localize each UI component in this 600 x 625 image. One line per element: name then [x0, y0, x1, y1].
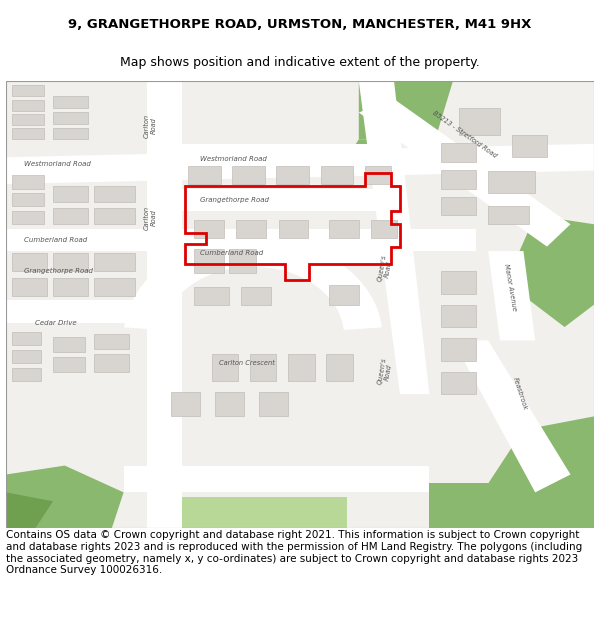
Bar — [232, 166, 265, 184]
Text: Cedar Drive: Cedar Drive — [35, 319, 77, 326]
Text: Carlton
Road: Carlton Road — [143, 206, 157, 229]
Bar — [12, 253, 47, 271]
Text: Westmorland Road: Westmorland Road — [23, 161, 91, 167]
Bar — [259, 392, 288, 416]
Bar — [53, 253, 88, 271]
Bar — [488, 171, 535, 193]
Polygon shape — [488, 416, 594, 484]
Bar — [212, 354, 238, 381]
Text: Cumberland Road: Cumberland Road — [200, 250, 263, 256]
Bar — [12, 278, 47, 296]
Text: Contains OS data © Crown copyright and database right 2021. This information is : Contains OS data © Crown copyright and d… — [6, 530, 582, 575]
Polygon shape — [359, 81, 453, 139]
Wedge shape — [124, 238, 382, 330]
Text: B5213 - Stretford Road: B5213 - Stretford Road — [431, 111, 498, 159]
Text: Grangethorpe Road: Grangethorpe Road — [200, 197, 269, 202]
Bar — [12, 128, 44, 139]
Bar — [53, 96, 88, 108]
Bar — [53, 278, 88, 296]
Text: Cumberland Road: Cumberland Road — [23, 237, 87, 243]
Text: Grangethorpe Road: Grangethorpe Road — [23, 268, 92, 274]
Bar — [459, 108, 500, 135]
Polygon shape — [147, 81, 182, 528]
Bar — [170, 392, 200, 416]
Bar — [250, 354, 277, 381]
Text: Carlton
Road: Carlton Road — [143, 114, 157, 138]
Text: Feasbrook: Feasbrook — [512, 377, 529, 411]
Bar — [371, 220, 397, 238]
Bar — [53, 112, 88, 124]
Bar — [53, 186, 88, 202]
Bar — [94, 186, 136, 202]
Polygon shape — [347, 139, 400, 162]
Bar — [53, 338, 85, 352]
Polygon shape — [6, 300, 153, 322]
Bar — [12, 332, 41, 345]
Bar — [241, 287, 271, 304]
Bar — [12, 211, 44, 224]
Bar — [441, 196, 476, 215]
Bar — [188, 166, 221, 184]
Polygon shape — [165, 242, 400, 264]
Bar — [277, 166, 309, 184]
Bar — [236, 220, 266, 238]
Polygon shape — [6, 144, 594, 184]
Polygon shape — [430, 484, 594, 528]
Text: Westmorland Road: Westmorland Road — [200, 156, 267, 162]
Polygon shape — [488, 251, 535, 341]
Polygon shape — [453, 341, 571, 492]
Bar — [12, 85, 44, 96]
Polygon shape — [165, 144, 371, 175]
Bar — [229, 249, 256, 273]
Bar — [326, 354, 353, 381]
Bar — [441, 143, 476, 162]
Bar — [329, 220, 359, 238]
Bar — [194, 249, 224, 273]
Bar — [215, 392, 244, 416]
Bar — [441, 271, 476, 294]
Polygon shape — [359, 99, 571, 247]
Text: Queen's
Road: Queen's Road — [376, 254, 394, 284]
Bar — [441, 170, 476, 189]
Polygon shape — [359, 81, 430, 394]
Bar — [365, 166, 391, 184]
Bar — [94, 208, 136, 224]
Polygon shape — [6, 229, 476, 251]
Bar — [320, 166, 353, 184]
Text: Carlton Crescent: Carlton Crescent — [219, 360, 275, 366]
Bar — [441, 372, 476, 394]
Bar — [12, 350, 41, 362]
Text: Map shows position and indicative extent of the property.: Map shows position and indicative extent… — [120, 56, 480, 69]
Polygon shape — [6, 492, 53, 528]
Bar — [488, 206, 529, 224]
Bar — [194, 220, 224, 238]
Bar — [53, 127, 88, 139]
Bar — [279, 220, 308, 238]
Bar — [53, 357, 85, 372]
Bar — [12, 368, 41, 381]
Bar — [12, 99, 44, 111]
Bar — [12, 114, 44, 125]
Text: Manor Avenue: Manor Avenue — [503, 262, 518, 311]
Polygon shape — [147, 189, 400, 211]
Bar — [441, 338, 476, 361]
Polygon shape — [506, 215, 594, 327]
Text: Queen's
Road: Queen's Road — [376, 357, 394, 386]
Bar — [12, 175, 44, 189]
Bar — [94, 253, 136, 271]
Bar — [194, 287, 229, 304]
Text: 9, GRANGETHORPE ROAD, URMSTON, MANCHESTER, M41 9HX: 9, GRANGETHORPE ROAD, URMSTON, MANCHESTE… — [68, 18, 532, 31]
Bar — [94, 354, 130, 372]
Bar — [12, 193, 44, 206]
Bar — [512, 135, 547, 158]
Bar — [94, 334, 130, 349]
Bar — [441, 304, 476, 327]
Bar — [288, 354, 315, 381]
Polygon shape — [6, 466, 124, 528]
Polygon shape — [124, 466, 430, 492]
Bar — [94, 278, 136, 296]
Bar — [329, 284, 359, 304]
Bar — [53, 208, 88, 224]
Polygon shape — [165, 497, 347, 528]
